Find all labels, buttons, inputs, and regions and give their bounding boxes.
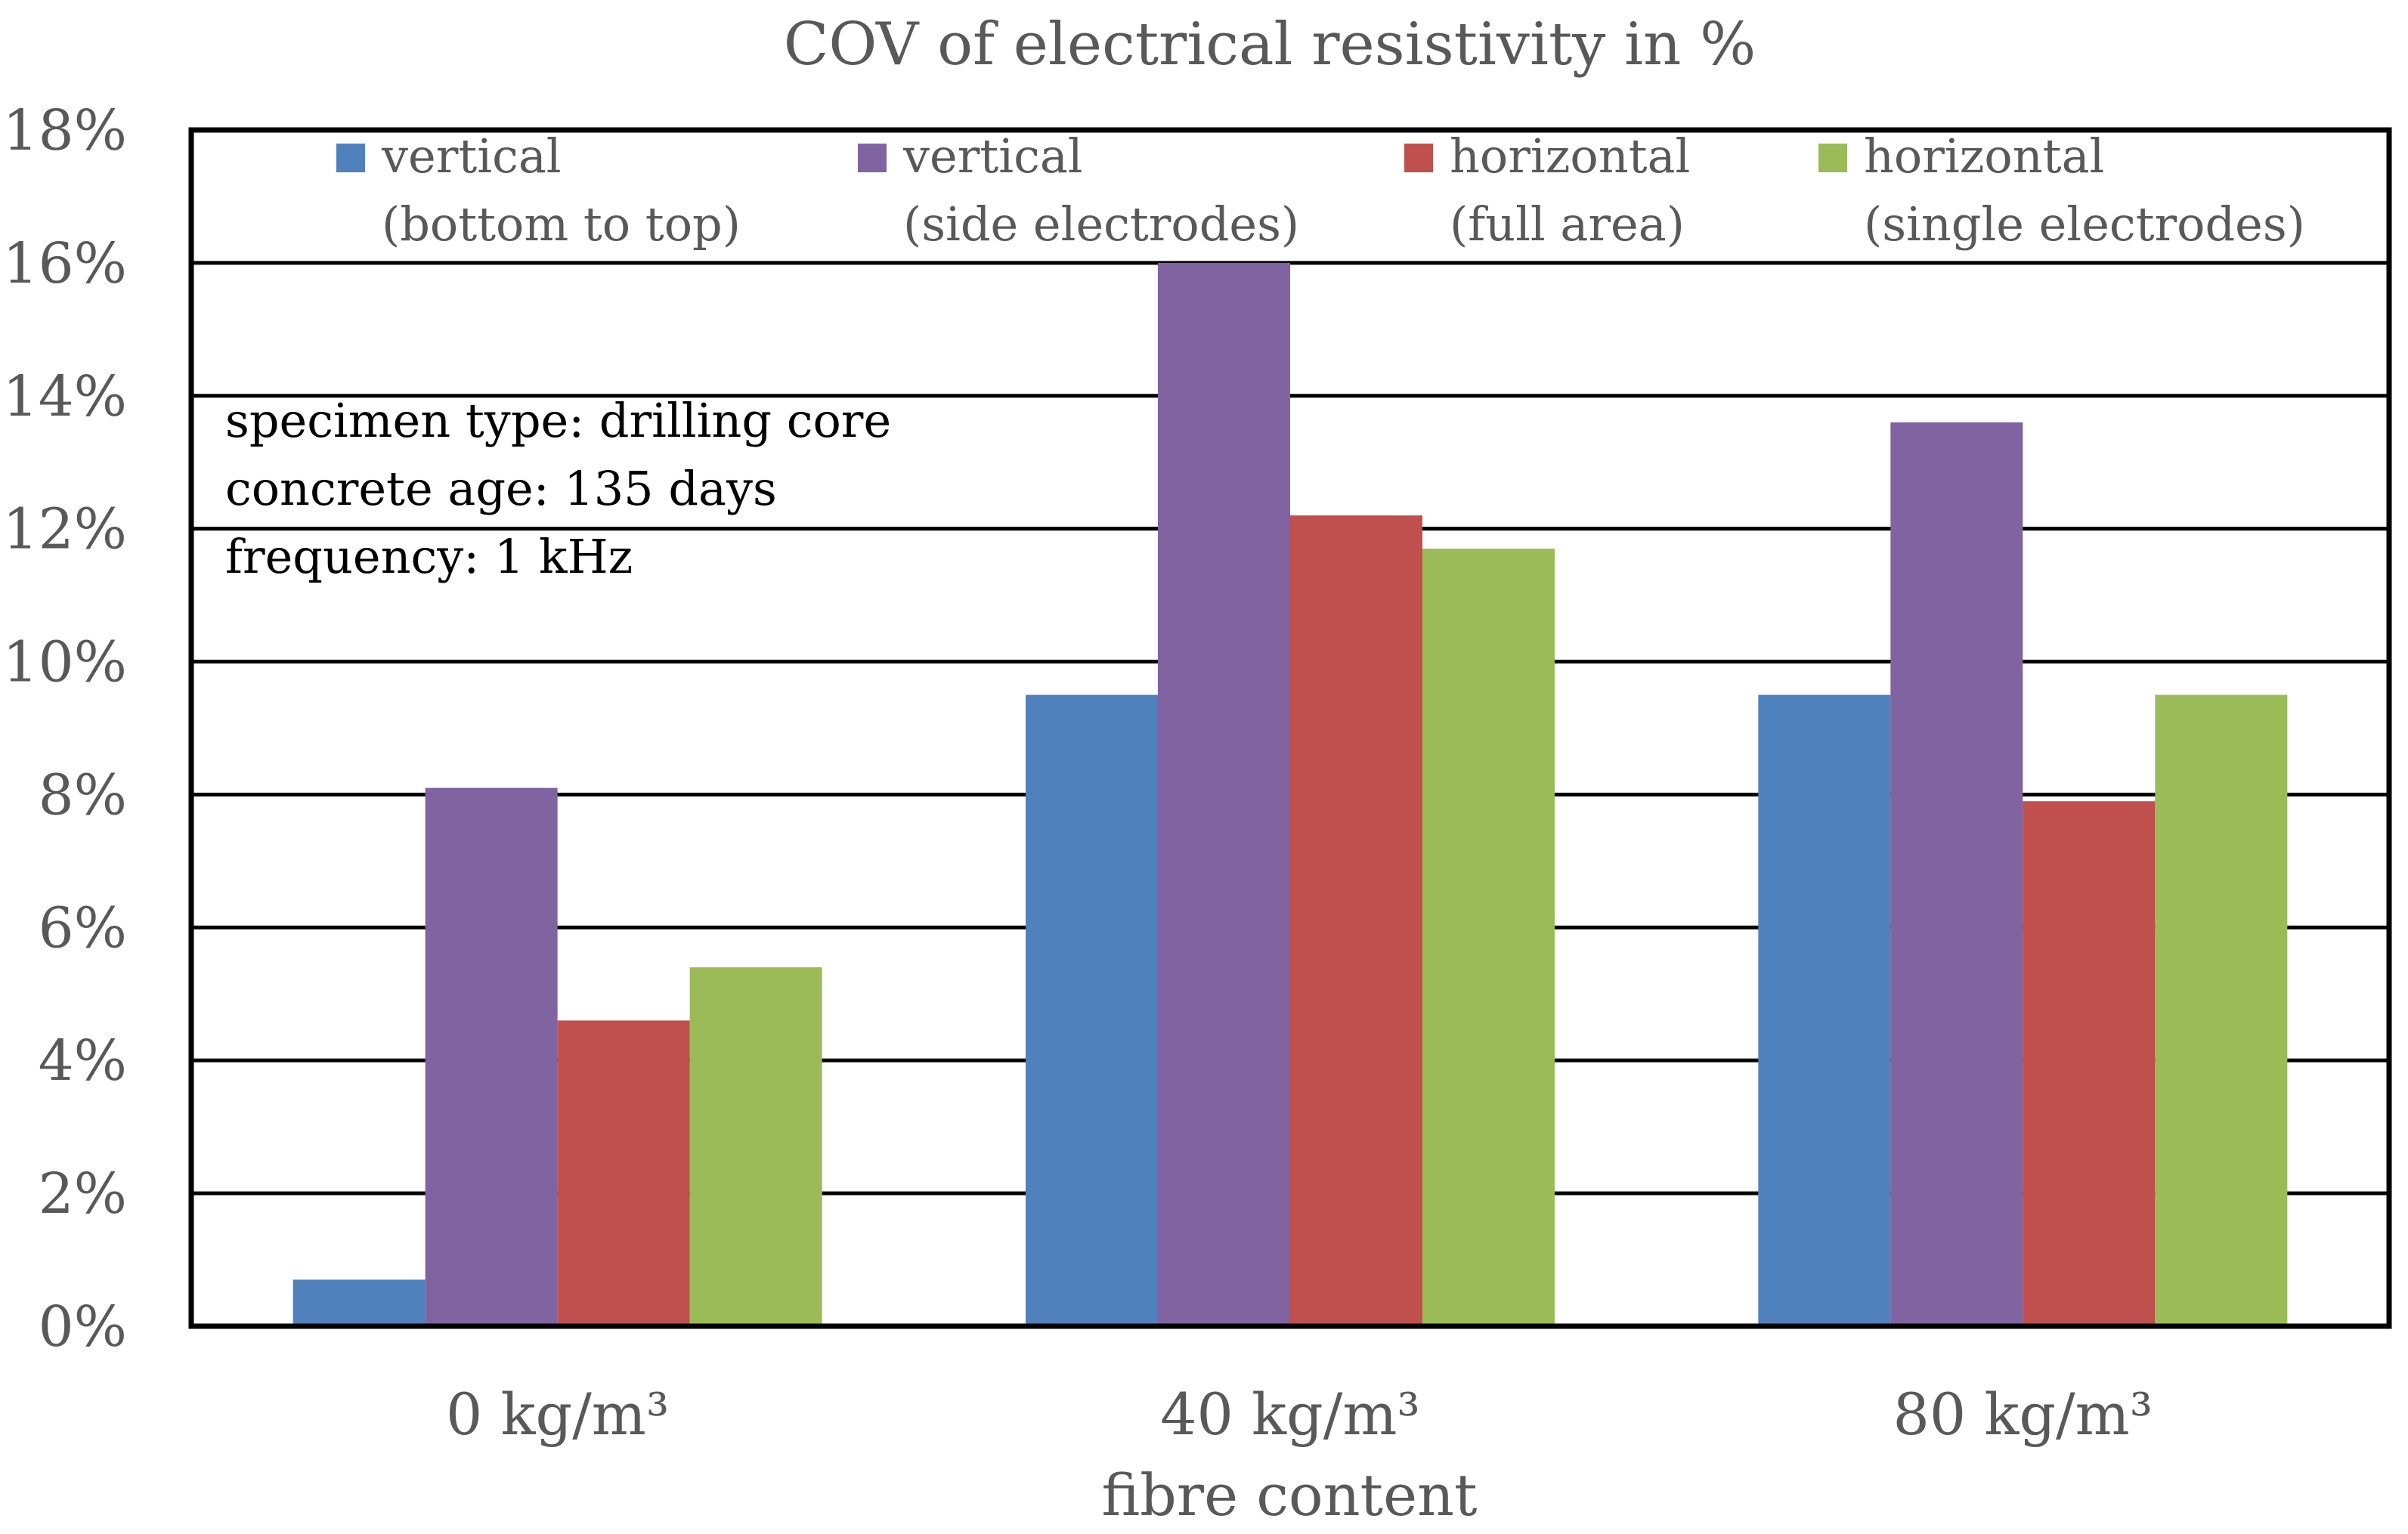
x-category-label-0-kg-m: 0 kg/m³ xyxy=(446,1381,669,1448)
legend-label-vertical-bottom-to-top-line-1: vertical xyxy=(381,128,562,184)
legend-label-horizontal-single-electrodes-line-2: (single electrodes) xyxy=(1864,196,2305,252)
bar-vertical-side-electrodes-0-kg-m xyxy=(425,787,558,1326)
x-axis-label: fibre content xyxy=(1101,1461,1477,1529)
bar-horizontal-single-electrodes-80-kg-m xyxy=(2155,694,2288,1326)
legend-label-vertical-side-electrodes-line-1: vertical xyxy=(902,128,1083,184)
y-tick-label-0: 0% xyxy=(39,1294,127,1359)
bar-vertical-bottom-to-top-80-kg-m xyxy=(1758,694,1891,1326)
legend-swatch-horizontal-full-area xyxy=(1404,144,1433,172)
bar-horizontal-single-electrodes-0-kg-m xyxy=(689,967,822,1326)
x-axis-category-labels: 0 kg/m³ 40 kg/m³ 80 kg/m³ xyxy=(446,1381,2153,1448)
legend-swatch-vertical-bottom-to-top xyxy=(336,144,365,172)
bar-vertical-bottom-to-top-40-kg-m xyxy=(1026,694,1158,1326)
legend-item-vertical-bottom-to-top: vertical (bottom to top) xyxy=(336,128,741,252)
bar-horizontal-full-area-40-kg-m xyxy=(1290,515,1422,1326)
x-category-label-40-kg-m: 40 kg/m³ xyxy=(1160,1381,1420,1448)
annotation-line-2: concrete age: 135 days xyxy=(225,461,777,516)
legend-label-horizontal-single-electrodes-line-1: horizontal xyxy=(1864,128,2104,184)
chart-title: COV of electrical resistivity in % xyxy=(784,11,1756,79)
legend-label-horizontal-full-area-line-2: (full area) xyxy=(1450,196,1685,252)
bar-vertical-side-electrodes-40-kg-m xyxy=(1158,262,1290,1326)
y-tick-label-2: 2% xyxy=(39,1161,127,1226)
y-tick-label-6: 6% xyxy=(39,895,127,960)
legend-item-horizontal-single-electrodes: horizontal (single electrodes) xyxy=(1818,128,2305,252)
y-tick-label-16: 16% xyxy=(3,231,127,296)
y-tick-label-12: 12% xyxy=(3,497,127,562)
x-category-label-80-kg-m: 80 kg/m³ xyxy=(1893,1381,2153,1448)
y-tick-label-8: 8% xyxy=(39,762,127,827)
y-tick-label-14: 14% xyxy=(3,364,127,429)
legend-item-vertical-side-electrodes: vertical (side electrodes) xyxy=(858,128,1299,252)
bars xyxy=(292,262,2288,1326)
annotation-line-3: frequency: 1 kHz xyxy=(225,529,633,584)
y-tick-label-18: 18% xyxy=(3,98,127,163)
bar-horizontal-full-area-0-kg-m xyxy=(557,1020,690,1326)
legend-swatch-horizontal-single-electrodes xyxy=(1818,144,1847,172)
bar-vertical-side-electrodes-80-kg-m xyxy=(1890,422,2023,1326)
annotation-line-1: specimen type: drilling core xyxy=(225,393,891,448)
y-tick-label-4: 4% xyxy=(39,1028,127,1093)
plot-area-frame xyxy=(188,127,2392,1329)
legend-label-vertical-bottom-to-top-line-2: (bottom to top) xyxy=(382,196,741,252)
y-axis-tick-labels: 0% 2% 4% 6% 8% 10% 12% 14% 16% 18% xyxy=(3,98,127,1359)
legend-label-vertical-side-electrodes-line-2: (side electrodes) xyxy=(903,196,1299,252)
legend: vertical (bottom to top) vertical (side ele… xyxy=(336,128,2305,252)
y-tick-label-10: 10% xyxy=(3,630,127,695)
bar-vertical-bottom-to-top-0-kg-m xyxy=(292,1279,426,1326)
legend-item-horizontal-full-area: horizontal (full area) xyxy=(1404,128,1690,252)
annotation-box: specimen type: drilling core concrete age… xyxy=(225,393,891,584)
bar-horizontal-full-area-80-kg-m xyxy=(2023,801,2156,1326)
bar-horizontal-single-electrodes-40-kg-m xyxy=(1422,549,1555,1326)
legend-swatch-vertical-side-electrodes xyxy=(858,144,887,172)
legend-label-horizontal-full-area-line-1: horizontal xyxy=(1450,128,1690,184)
